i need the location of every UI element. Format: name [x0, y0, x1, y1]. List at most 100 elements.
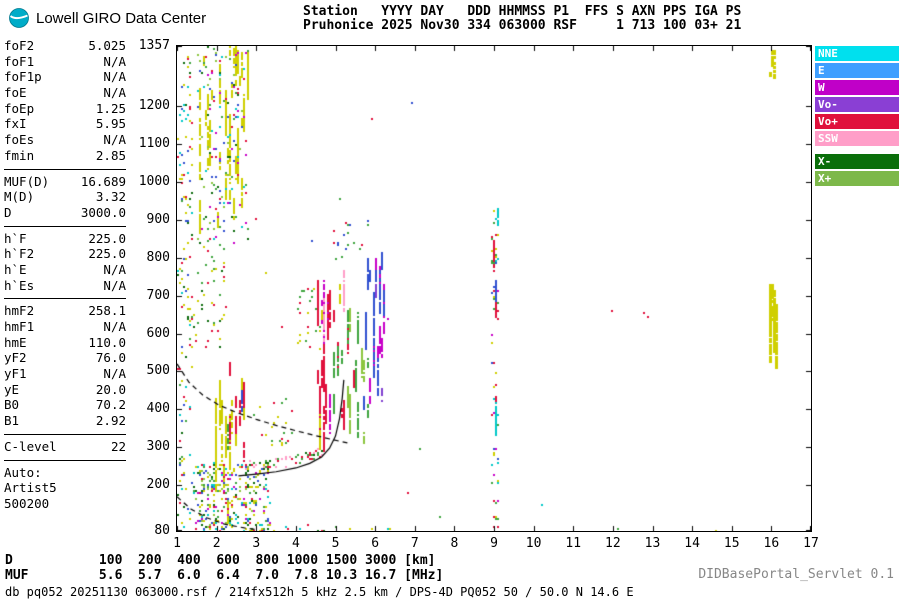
- param-value: 225.0: [88, 230, 126, 246]
- y-tick-label: 600: [146, 325, 170, 341]
- param-value: N/A: [103, 277, 126, 293]
- param-row-d: D 3000.0: [4, 205, 126, 221]
- param-row-fmin: fmin 2.85: [4, 148, 126, 164]
- x-tick-label: 7: [410, 536, 419, 551]
- param-row-b0: B0 70.2: [4, 397, 126, 413]
- param-value: 258.1: [88, 303, 126, 319]
- legend-item-x: X-: [815, 154, 899, 169]
- y-tick-label: 400: [146, 401, 170, 417]
- param-value: N/A: [103, 132, 126, 148]
- param-value: 225.0: [88, 246, 126, 262]
- y-tick-label: 1357: [138, 38, 170, 53]
- x-tick-label: 16: [763, 536, 780, 551]
- param-label: h`F2: [4, 246, 35, 262]
- param-divider: [4, 168, 126, 170]
- ionogram-canvas: [177, 46, 811, 531]
- x-tick-label: 1: [173, 536, 181, 551]
- param-value: 5.95: [95, 116, 126, 132]
- param-row-fof1p: foF1p N/A: [4, 69, 126, 85]
- param-divider: [4, 225, 126, 227]
- param-value: N/A: [103, 366, 126, 382]
- param-label: foF1: [4, 53, 35, 69]
- param-row-fof1: foF1 N/A: [4, 54, 126, 70]
- x-tick-label: 5: [331, 536, 340, 551]
- param-value: 5.025: [88, 38, 126, 53]
- x-tick-label: 15: [723, 536, 740, 551]
- status-line: db pq052 20251130 063000.rsf / 214fx512h…: [5, 585, 634, 599]
- x-tick-label: 2: [212, 536, 221, 551]
- param-value: 2.92: [95, 413, 126, 429]
- param-row-ye: yE 20.0: [4, 382, 126, 398]
- y-tick-label: 700: [146, 287, 170, 303]
- muf-row: MUF 5.6 5.7 6.0 6.4 7.0 7.8 10.3 16.7 [M…: [5, 568, 444, 583]
- param-value: 16.689: [80, 173, 126, 189]
- x-tick-label: 9: [490, 536, 498, 551]
- param-label: yE: [4, 381, 20, 397]
- legend-item-vo: Vo+: [815, 114, 899, 129]
- x-tick-label: 13: [644, 536, 661, 551]
- station-header-values: Pruhonice 2025 Nov30 334 063000 RSF 1 71…: [303, 18, 742, 33]
- param-label: foEs: [4, 132, 35, 148]
- param-label: MUF(D): [4, 173, 50, 189]
- param-label: fxI: [4, 116, 27, 132]
- x-tick-label: 4: [291, 536, 300, 551]
- param-row-fof2: foF2 5.025: [4, 38, 126, 54]
- legend-item-vo: Vo-: [815, 97, 899, 112]
- param-value: 110.0: [88, 334, 126, 350]
- auto-scaler-line: Artist5: [4, 480, 57, 496]
- param-value: N/A: [103, 69, 126, 85]
- param-row-hf: h`F 225.0: [4, 231, 126, 247]
- param-label: h`F: [4, 230, 27, 246]
- y-tick-label: 800: [146, 249, 170, 265]
- param-row-fxi: fxI 5.95: [4, 116, 126, 132]
- param-label: yF1: [4, 366, 27, 382]
- param-value: N/A: [103, 85, 126, 101]
- x-tick-label: 11: [565, 536, 582, 551]
- param-row-hmf1: hmF1 N/A: [4, 319, 126, 335]
- y-tick-label: 300: [146, 439, 170, 455]
- param-label: C-level: [4, 438, 57, 454]
- y-tick-label: 500: [146, 363, 170, 379]
- param-value: 20.0: [95, 381, 126, 397]
- legend-item-e: E: [815, 63, 899, 78]
- param-row-foe: foE N/A: [4, 85, 126, 101]
- param-label: fmin: [4, 147, 35, 163]
- param-label: D: [4, 204, 12, 220]
- auto-scaler-line: Auto:: [4, 464, 42, 480]
- param-divider: [4, 298, 126, 300]
- param-label: h`E: [4, 261, 27, 277]
- y-tick-label: 900: [146, 211, 170, 227]
- x-tick-label: 14: [684, 536, 700, 551]
- param-row-foep: foEp 1.25: [4, 101, 126, 117]
- ionogram-plot: [176, 45, 812, 532]
- param-value: 70.2: [95, 397, 126, 413]
- param-row-yf2: yF2 76.0: [4, 350, 126, 366]
- param-label: B1: [4, 413, 20, 429]
- x-tick-label: 10: [525, 536, 542, 551]
- param-row-mufd: MUF(D) 16.689: [4, 174, 126, 190]
- param-value: 22: [110, 438, 126, 454]
- param-label: yF2: [4, 350, 27, 366]
- param-value: 76.0: [95, 350, 126, 366]
- legend-item-ssw: SSW: [815, 131, 899, 146]
- param-row-hes: h`Es N/A: [4, 278, 126, 294]
- param-label: h`Es: [4, 277, 35, 293]
- param-row-yf1: yF1 N/A: [4, 366, 126, 382]
- x-tick-label: 17: [803, 536, 819, 551]
- param-row-hmf2: hmF2 258.1: [4, 303, 126, 319]
- y-tick-label: 1000: [138, 173, 170, 189]
- servlet-version: DIDBasePortal_Servlet 0.1: [698, 567, 894, 582]
- station-header-labels: Station YYYY DAY DDD HHMMSS P1 FFS S AXN…: [303, 4, 742, 19]
- param-row-hme: hmE 110.0: [4, 335, 126, 351]
- param-label: hmF1: [4, 319, 35, 334]
- brand-title: Lowell GIRO Data Center: [36, 9, 207, 27]
- legend-item-x: X+: [815, 171, 899, 186]
- y-tick-label: 1200: [138, 97, 170, 113]
- y-tick-label: 200: [146, 477, 170, 493]
- param-divider: [4, 433, 126, 435]
- param-value: 3000.0: [80, 204, 126, 220]
- y-tick-label: 1100: [138, 135, 170, 151]
- param-row-md: M(D) 3.32: [4, 189, 126, 205]
- param-label: foE: [4, 85, 27, 101]
